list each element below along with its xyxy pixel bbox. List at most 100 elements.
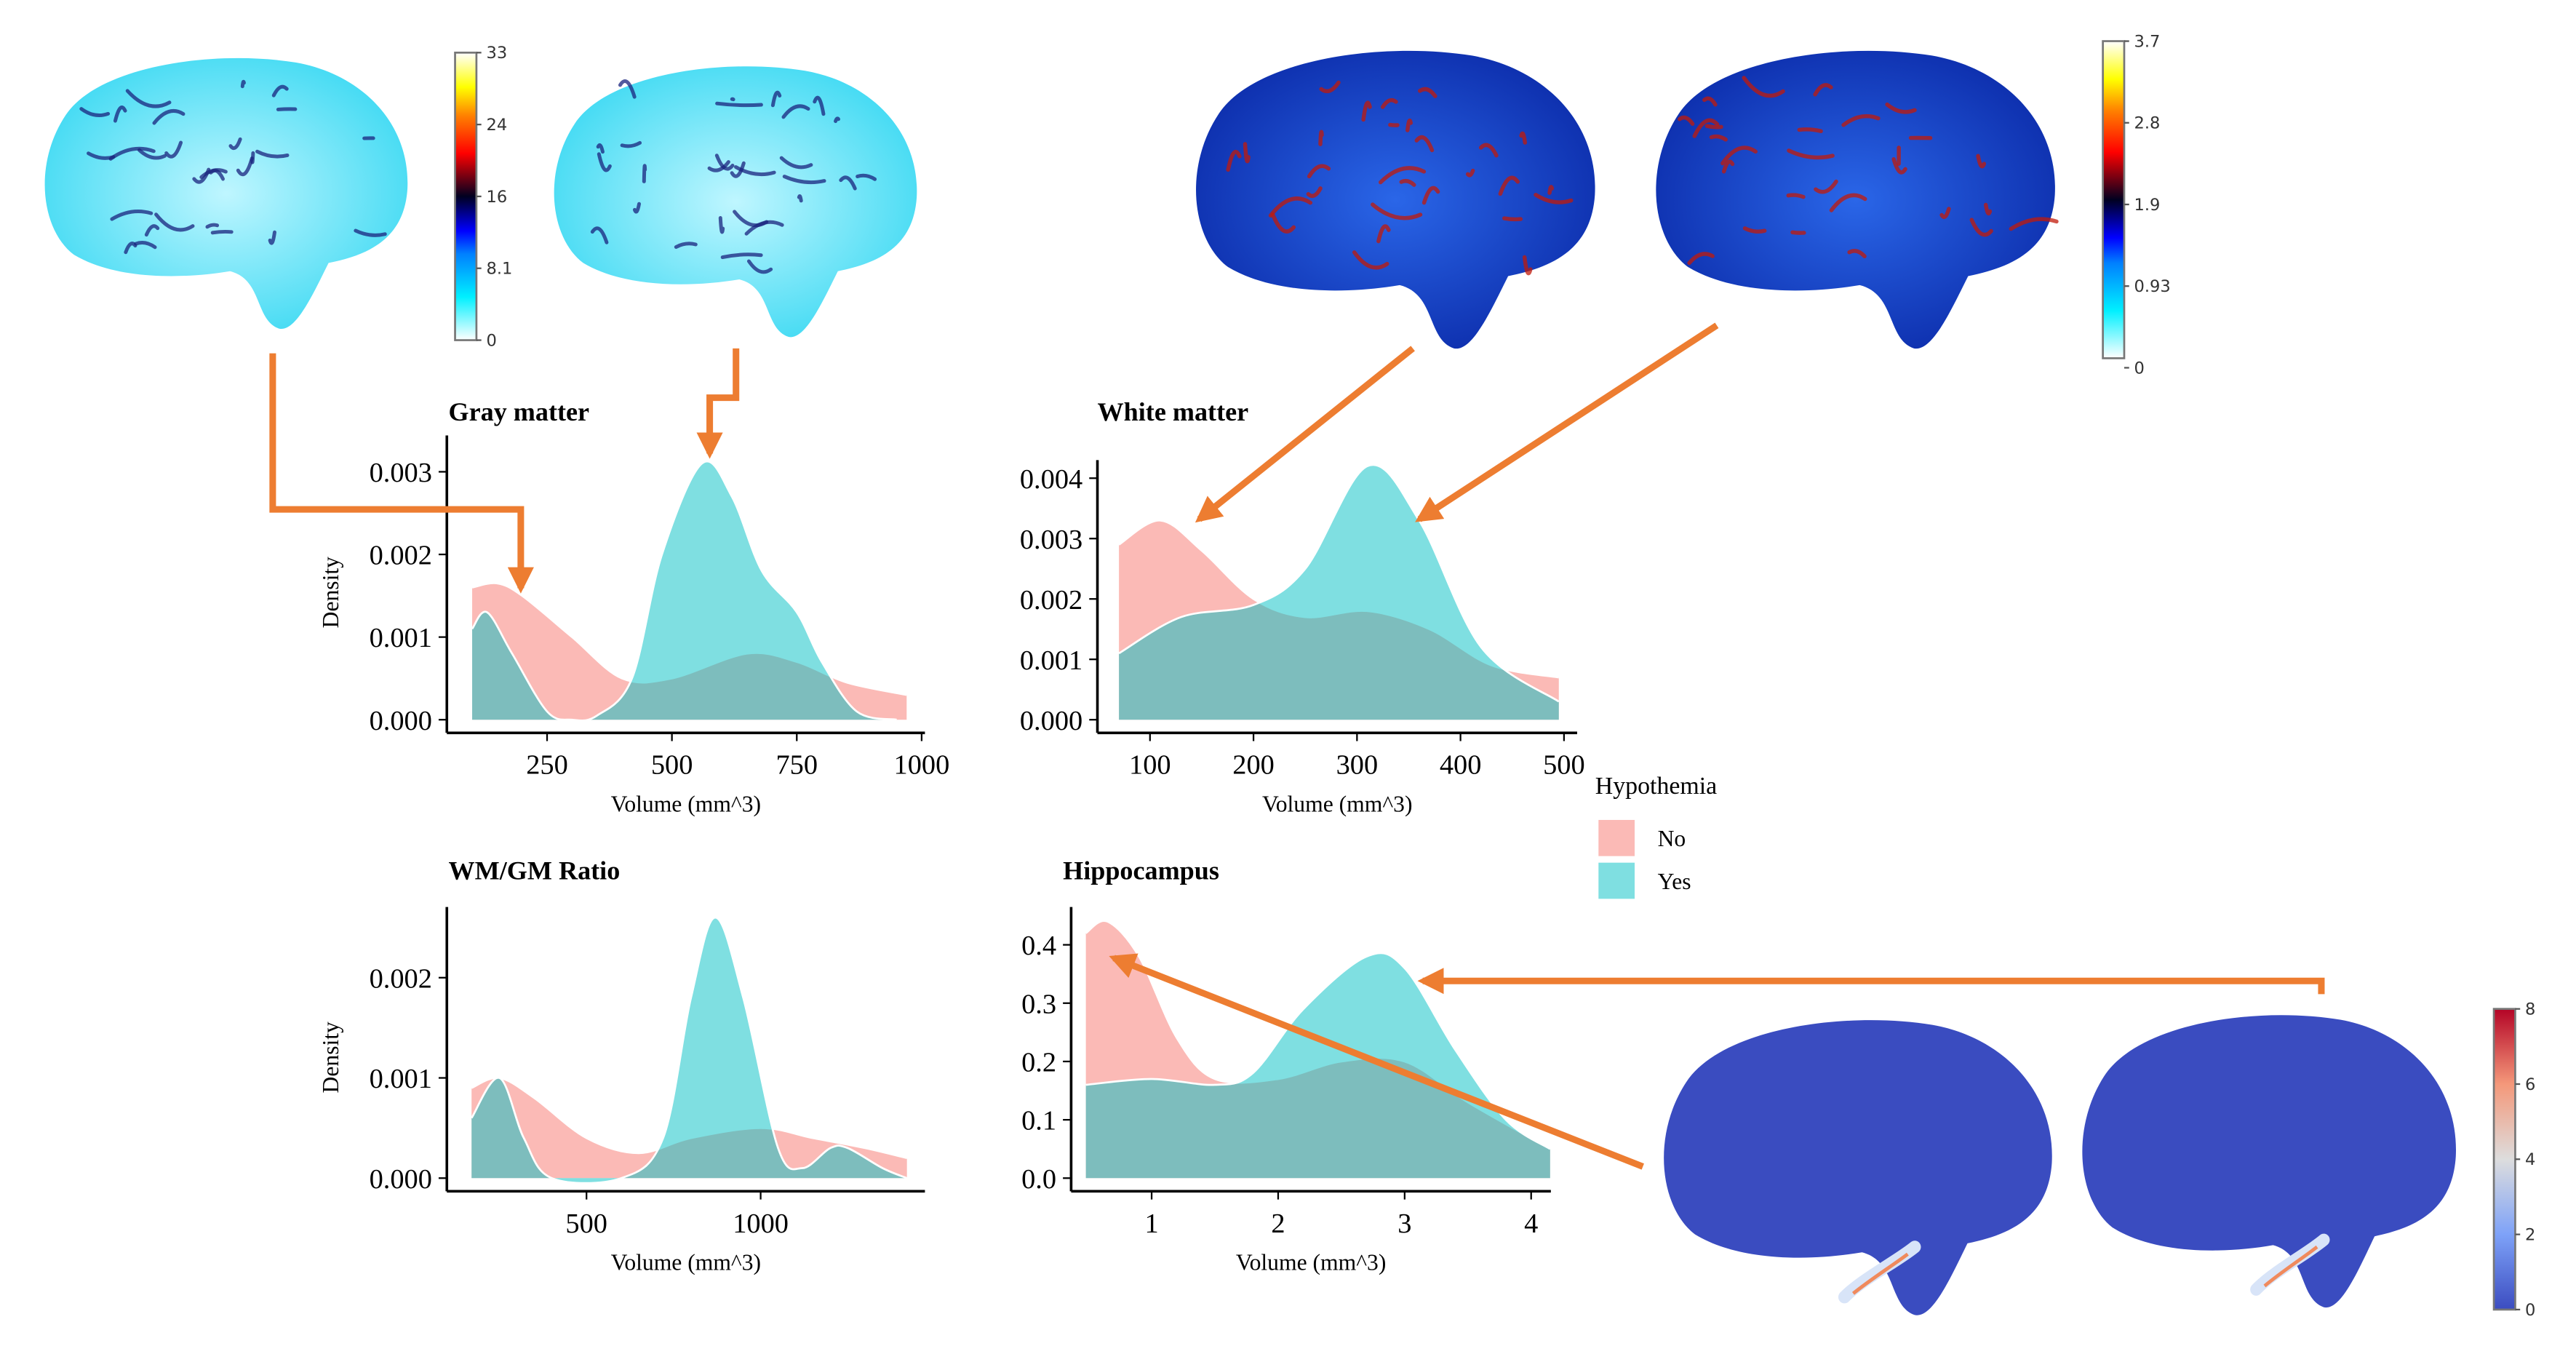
- brain-streak: [1319, 80, 1341, 94]
- colorbar-tick-label: 8: [2525, 1000, 2535, 1019]
- brain-streak: [597, 152, 612, 172]
- brain-streak: [1306, 186, 1323, 198]
- brain-streak: [276, 107, 298, 111]
- brain-streak: [199, 168, 228, 179]
- colorbar-gradient: [2492, 1008, 2516, 1311]
- brain-streak: [1405, 118, 1413, 132]
- brain-streak: [1720, 146, 1758, 166]
- white-matter-brain-1: [1196, 50, 1595, 349]
- brain-streak: [210, 229, 234, 235]
- colorbar-tick-label: 0: [2525, 1301, 2535, 1320]
- brain-streak: [144, 224, 160, 237]
- y-tick-label: 0.000: [370, 706, 432, 736]
- brain-streak: [1983, 202, 1993, 216]
- brain-streak: [1379, 166, 1427, 185]
- brain-streak: [834, 116, 841, 124]
- brain-streak: [856, 173, 877, 181]
- arrow-hippo-no: [1109, 953, 1644, 1170]
- brain-streak: [1704, 124, 1723, 130]
- legend-title: Hypothemia: [1595, 773, 1717, 800]
- x-axis-label: Volume (mm^3): [1236, 1250, 1387, 1275]
- x-tick-label: 1000: [733, 1208, 789, 1239]
- colorbar-tick-label: 3.7: [2134, 32, 2161, 51]
- colorbar-hippocampus: 8 6 4 2 0: [2492, 1000, 2535, 1320]
- brain-streak: [642, 164, 647, 183]
- colorbar-gradient: [2102, 40, 2126, 359]
- legend: Hypothemia No Yes: [1595, 773, 1717, 899]
- y-tick-label: 0.2: [1021, 1047, 1056, 1078]
- colorbar-tick-label: 2: [2525, 1226, 2535, 1245]
- brain-streak: [1371, 202, 1423, 220]
- y-tick-label: 0.002: [1020, 585, 1082, 616]
- brain-streak: [1307, 164, 1331, 179]
- brain-streak: [707, 160, 730, 172]
- white-matter-hotspots: [1678, 76, 2059, 266]
- brain-streak: [781, 104, 810, 119]
- y-tick-label: 0.001: [370, 623, 432, 653]
- brain-streak: [1498, 175, 1520, 196]
- hippocampus-highlight: [2250, 1233, 2330, 1296]
- brain-streak: [228, 137, 242, 151]
- density-area-yes: [1119, 464, 1559, 720]
- hippocampus-highlight: [1838, 1240, 1921, 1304]
- brain-streak: [746, 259, 773, 274]
- brain-streak: [1380, 97, 1398, 109]
- chart-title: WM/GM Ratio: [449, 856, 621, 885]
- white-matter-brain-2: [1656, 50, 2059, 349]
- white-matter-hotspots: [1226, 80, 1574, 276]
- brain-streak: [1692, 118, 1720, 138]
- brain-streak: [1268, 196, 1313, 218]
- brain-streak: [1547, 185, 1555, 195]
- brain-streak: [1399, 178, 1416, 187]
- y-tick-label: 0.002: [370, 541, 432, 571]
- colorbar-tick-label: 6: [2525, 1075, 2535, 1094]
- arrows: [269, 322, 2325, 1170]
- y-tick-label: 0.001: [1020, 645, 1082, 676]
- brain-streak: [718, 216, 725, 234]
- brain-streak: [1376, 224, 1391, 244]
- brain-streak: [1939, 207, 1951, 219]
- brain-streak: [110, 210, 153, 221]
- brain-streak: [154, 212, 195, 232]
- density-area-yes: [471, 917, 907, 1184]
- y-tick-label: 0.001: [370, 1064, 432, 1094]
- x-tick-label: 1000: [894, 750, 950, 781]
- arrow-gm-yes: [696, 348, 740, 459]
- gray-matter-brain-2: [554, 66, 917, 338]
- brain-streak: [1787, 148, 1835, 160]
- brain-streak: [813, 95, 826, 116]
- brain-streak: [1885, 102, 1917, 114]
- brain-streak: [797, 194, 803, 203]
- brain-streak: [1891, 157, 1907, 175]
- brain-streak: [779, 156, 813, 170]
- brain-streak: [1829, 193, 1867, 212]
- brain-streak: [2009, 217, 2059, 231]
- legend-swatch-no: [1598, 819, 1635, 856]
- brain-streak: [134, 240, 157, 250]
- brain-streak: [1270, 212, 1296, 234]
- brain-streak: [1742, 76, 1785, 98]
- density-outline-yes: [471, 460, 897, 722]
- brain-streak: [1969, 218, 1993, 237]
- arrow-gm-no: [269, 353, 534, 594]
- brain-streak: [113, 105, 127, 123]
- density-outline-yes: [1118, 463, 1560, 703]
- brain-streak: [268, 230, 276, 245]
- brain-streak: [620, 140, 642, 148]
- brain-streak: [1318, 130, 1324, 146]
- density-area-yes: [1085, 952, 1550, 1179]
- brain-streak: [1534, 193, 1574, 204]
- arrow-wm-yes: [1415, 322, 1719, 522]
- brain-streak: [1418, 87, 1437, 98]
- brain-streak: [1841, 114, 1881, 127]
- brain-streak: [152, 109, 186, 125]
- hippocampus-brain-1: [1664, 1020, 2052, 1315]
- y-tick-label: 0.1: [1021, 1106, 1056, 1136]
- sulci-pattern: [79, 79, 387, 255]
- density-chart-hippocampus: 1 2 3 4 0.0 0.1 0.2 0.3 0.4 Hippocampus Volume (mm…: [1021, 856, 1551, 1275]
- x-tick-label: 500: [565, 1208, 607, 1239]
- brain-streak: [1522, 255, 1533, 276]
- brain-streak: [1687, 252, 1715, 266]
- y-tick-label: 0.002: [370, 963, 432, 994]
